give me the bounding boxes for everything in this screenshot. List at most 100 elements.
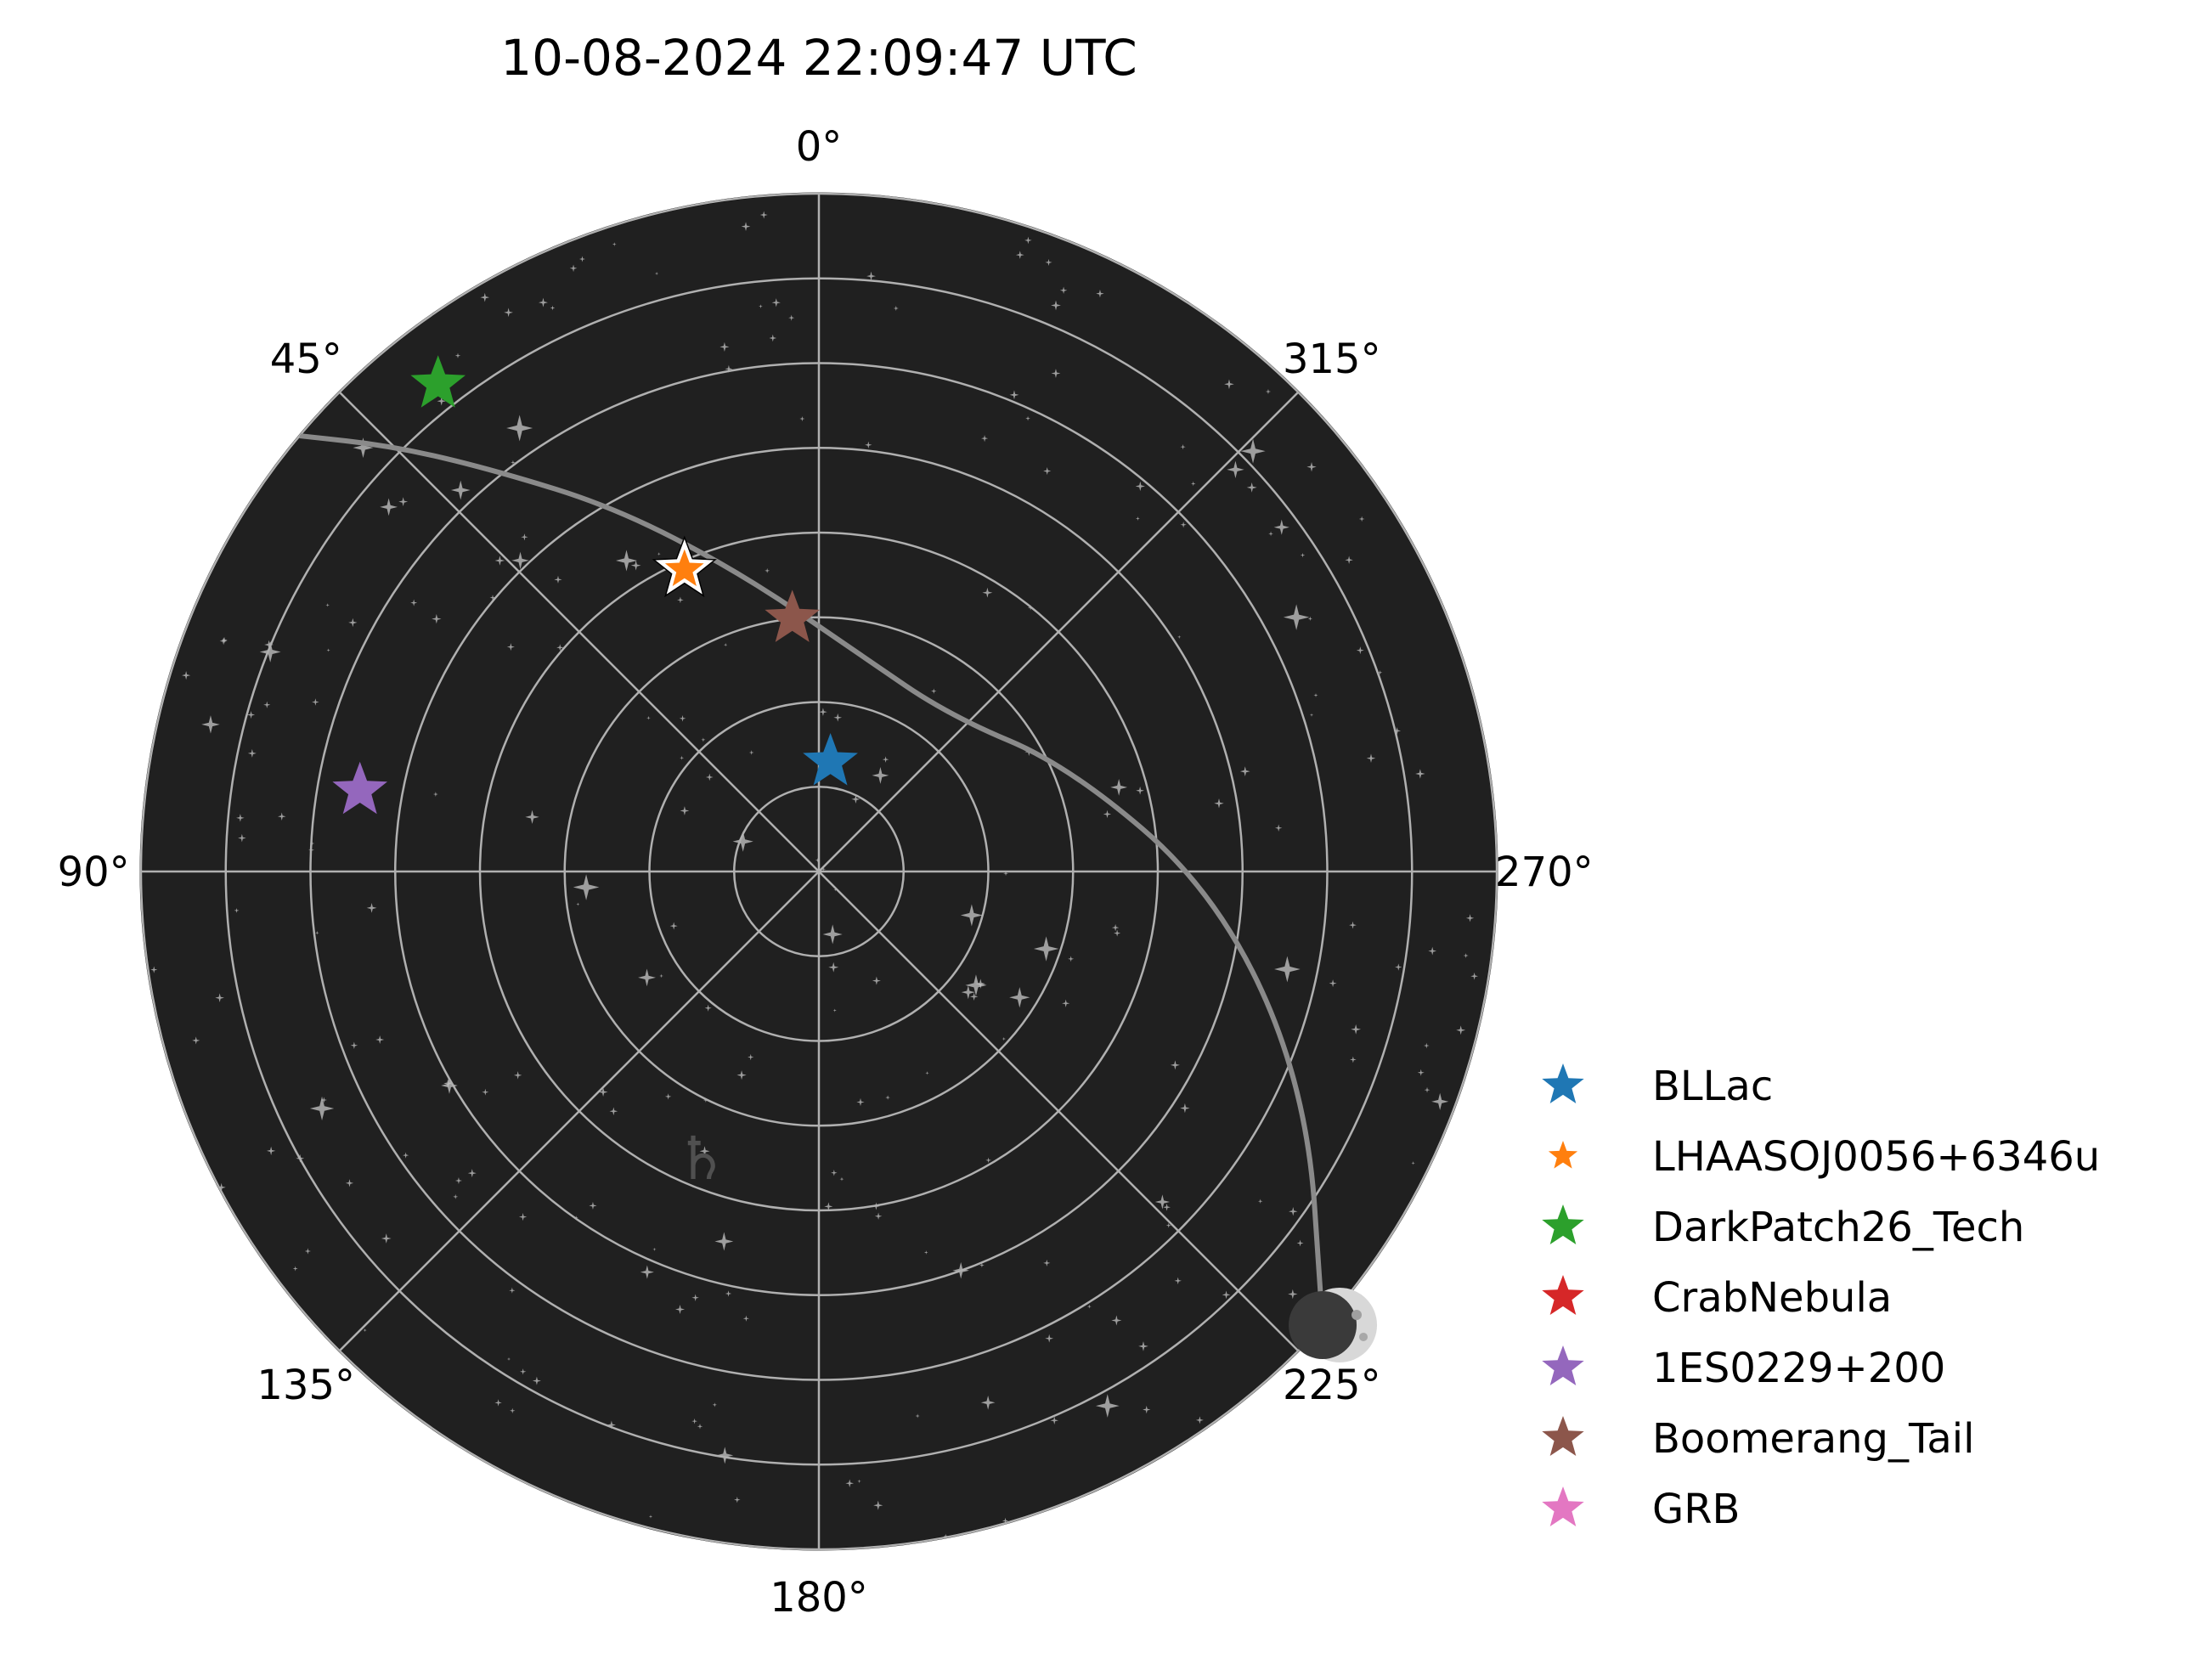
background-star (326, 648, 330, 652)
background-star (432, 613, 442, 624)
background-star (691, 1294, 699, 1301)
saturn-icon: ♄ (674, 1124, 728, 1193)
azimuth-tick-label: 315° (1283, 336, 1381, 383)
background-star (1111, 1315, 1122, 1326)
background-star (648, 1515, 653, 1519)
background-star (1033, 936, 1059, 962)
background-star (506, 1357, 511, 1362)
background-star (824, 1202, 833, 1211)
background-star (1366, 753, 1376, 763)
background-star (1095, 1394, 1120, 1418)
background-star (736, 1070, 747, 1080)
background-star (925, 1071, 929, 1075)
legend-label: 1ES0229+200 (1652, 1345, 1945, 1392)
background-star (923, 1250, 928, 1255)
grid-spoke (338, 871, 820, 1352)
background-star (1300, 552, 1306, 558)
background-star (519, 1368, 527, 1375)
background-star (1114, 929, 1121, 937)
background-star (1351, 1024, 1362, 1035)
background-star (960, 904, 983, 927)
background-star (518, 1212, 528, 1221)
background-star (525, 809, 539, 825)
background-star (569, 264, 578, 273)
background-star (759, 304, 763, 309)
background-star (215, 993, 224, 1002)
background-star (454, 1176, 462, 1184)
legend-marker (1542, 1416, 1584, 1456)
background-star (640, 1265, 654, 1279)
background-star (981, 435, 989, 443)
legend-marker (1542, 1486, 1584, 1526)
background-star (353, 437, 374, 459)
background-star (1135, 516, 1140, 522)
legend-marker (1542, 1275, 1584, 1315)
background-star (432, 792, 438, 797)
background-star (828, 962, 839, 973)
background-star (712, 1402, 717, 1407)
background-star (943, 1533, 948, 1538)
background-star (1309, 713, 1314, 717)
background-star (716, 1447, 734, 1464)
background-star (521, 533, 528, 541)
background-star (1246, 482, 1257, 493)
background-star (1138, 1341, 1148, 1351)
background-star (845, 1479, 855, 1488)
background-star (701, 737, 706, 742)
background-star (748, 1053, 754, 1061)
background-star (1002, 1517, 1009, 1525)
background-star (437, 396, 446, 406)
background-star (1463, 953, 1469, 959)
background-star (615, 550, 638, 572)
background-stars (150, 211, 1479, 1538)
background-star (1135, 481, 1145, 492)
background-star (1163, 1203, 1171, 1211)
background-star (247, 711, 256, 719)
background-star (410, 599, 418, 606)
background-star (312, 698, 319, 706)
background-star (1015, 251, 1024, 259)
background-star (1395, 963, 1402, 971)
background-star (1154, 1194, 1171, 1210)
background-star (441, 1077, 458, 1094)
background-star (1345, 556, 1353, 564)
background-star (646, 715, 651, 720)
background-star (219, 637, 228, 646)
background-star (669, 922, 678, 930)
background-star (882, 756, 889, 763)
background-star (510, 1407, 516, 1413)
background-star (630, 560, 641, 571)
background-star (320, 1097, 327, 1103)
background-star (443, 1079, 453, 1088)
background-star (821, 866, 827, 872)
background-star (1329, 979, 1337, 988)
background-star (366, 903, 377, 913)
source-point-1es0229-200 (332, 761, 387, 815)
background-star (704, 1004, 712, 1012)
legend-label: LHAASOJ0056+6346u (1652, 1133, 2100, 1181)
background-star (1086, 1304, 1092, 1309)
background-star (1051, 369, 1061, 378)
background-star (236, 814, 245, 822)
background-star (494, 1399, 502, 1407)
background-star (576, 902, 580, 906)
background-star (1415, 769, 1425, 779)
background-star (734, 1496, 741, 1503)
source-point-boomerang-tail (765, 589, 821, 642)
background-star (247, 748, 257, 758)
background-star (1239, 766, 1250, 776)
background-star (1349, 1056, 1357, 1063)
azimuth-tick-label: 270° (1495, 849, 1594, 896)
background-star (309, 1096, 335, 1121)
legend-marker (1542, 1345, 1584, 1385)
background-star (1165, 1222, 1171, 1228)
ecliptic-line (299, 433, 1326, 1326)
background-star (201, 715, 220, 734)
chart-title: 10-08-2024 22:09:47 UTC (500, 29, 1137, 87)
background-star (1195, 1416, 1204, 1424)
background-star (765, 567, 770, 573)
background-star (982, 587, 993, 598)
background-star (1465, 914, 1475, 922)
background-star (799, 415, 805, 422)
